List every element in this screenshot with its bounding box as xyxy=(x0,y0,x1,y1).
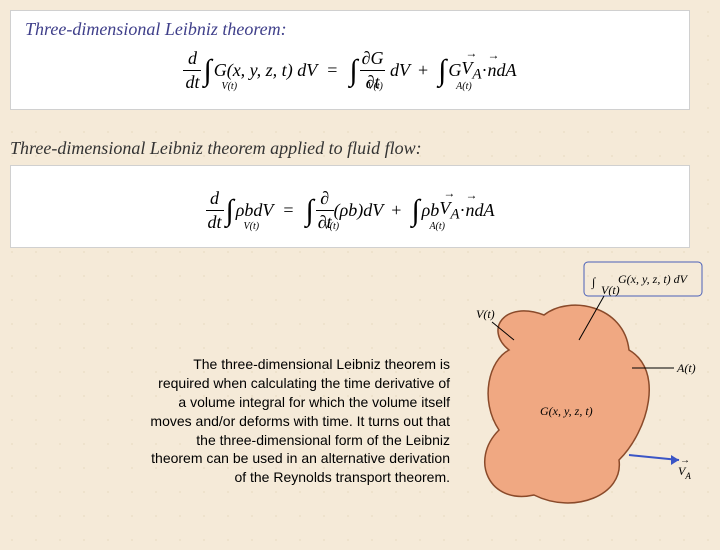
equation2: d dt ∫ V(t) ρb dV = ∫ V(t) ∂ ∂t (ρb) dV xyxy=(206,188,495,233)
eq2-dV: dV xyxy=(253,200,273,221)
eq2-rhs1-int: ∫ V(t) xyxy=(306,196,314,226)
figure-label-G: G(x, y, z, t) xyxy=(540,404,593,418)
eq2-n: →n xyxy=(465,200,474,221)
eq1-dA: dA xyxy=(497,60,517,81)
eq2-rhs1-paren: (ρb) xyxy=(334,200,364,221)
eq1-int-V: ∫ V(t) xyxy=(203,56,211,86)
eq2-ddt: d dt xyxy=(206,188,224,233)
eq2-rhs2-prefix: ρb xyxy=(422,200,440,221)
equation2-container: d dt ∫ V(t) ρb dV = ∫ V(t) ∂ ∂t (ρb) dV xyxy=(10,165,690,248)
eq2-VA: →VA xyxy=(439,198,459,224)
eq1-equals: = xyxy=(327,60,337,81)
eq1-rhs2-int: ∫ A(t) xyxy=(438,56,446,86)
eq2-int-V: ∫ V(t) xyxy=(226,196,234,226)
eq1-VA: →VA xyxy=(461,58,481,84)
caption-text: The three-dimensional Leibniz theorem is… xyxy=(150,355,450,487)
svg-text:VA: VA xyxy=(678,464,691,481)
eq2-plus: + xyxy=(391,200,401,221)
eq2-dA: dA xyxy=(474,200,494,221)
figure-int-integrand: G(x, y, z, t) dV xyxy=(618,272,689,286)
eq1-ddt: d dt xyxy=(183,48,201,93)
eq1-n: →n xyxy=(488,60,497,81)
secondary-heading: Three-dimensional Leibniz theorem applie… xyxy=(10,138,710,159)
figure-label-A: A(t) xyxy=(676,361,696,375)
eq1-rhs1-int: ∫ V(t) xyxy=(349,56,357,86)
eq1-dV: dV xyxy=(297,60,317,81)
leibniz-volume-diagram: ∫ V(t) G(x, y, z, t) dV V(t) A(t) G(x, y… xyxy=(474,260,704,520)
eq2-rhs2-int: ∫ A(t) xyxy=(411,196,419,226)
figure-VA-arrow: VA → xyxy=(629,455,691,481)
eq1-rhs2-G: G xyxy=(448,60,461,81)
eq1-plus: + xyxy=(418,60,428,81)
equation1-container: Three-dimensional Leibniz theorem: d dt … xyxy=(10,10,690,110)
eq1-rhs1-dV: dV xyxy=(390,60,410,81)
equation1: d dt ∫ V(t) G(x, y, z, t) dV = ∫ V(t) ∂G… xyxy=(183,48,516,93)
primary-heading: Three-dimensional Leibniz theorem: xyxy=(25,19,675,40)
figure-int-sub: V(t) xyxy=(601,283,620,297)
eq2-equals: = xyxy=(283,200,293,221)
figure-label-V: V(t) xyxy=(476,307,495,321)
svg-text:→: → xyxy=(680,455,690,466)
eq1-integrand-G: G(x, y, z, t) xyxy=(214,60,293,81)
eq2-rhs1-dV: dV xyxy=(363,200,383,221)
figure-int-symbol: ∫ xyxy=(591,275,596,289)
eq2-rhob: ρb xyxy=(236,200,254,221)
